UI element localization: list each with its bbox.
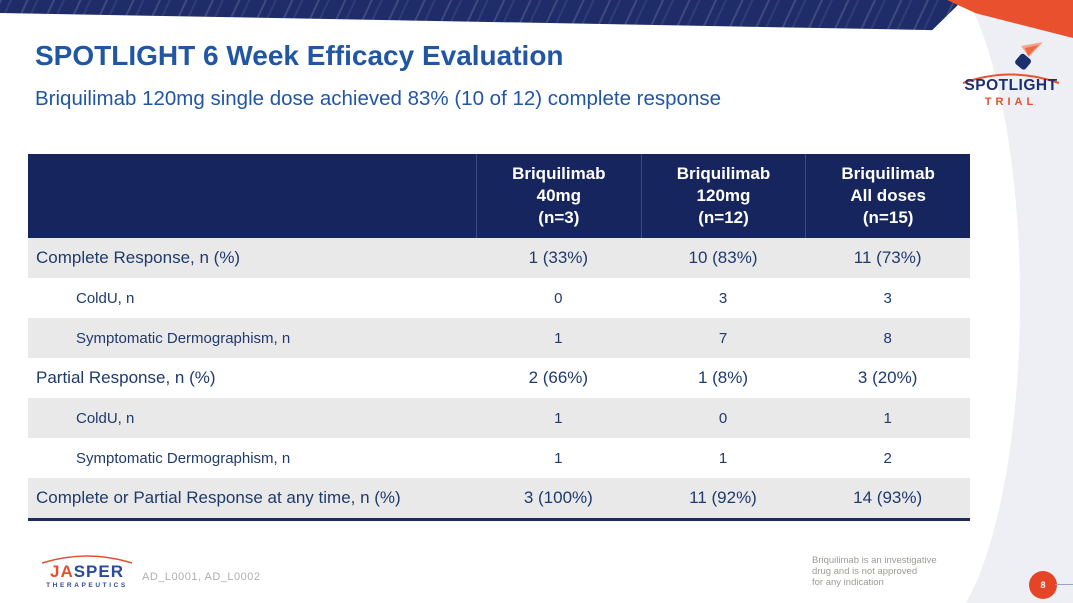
jasper-sub-label: THERAPEUTICS xyxy=(46,582,128,589)
jasper-wordmark: JASPER xyxy=(49,562,125,581)
row-value: 14 (93%) xyxy=(853,488,923,507)
table-row: Partial Response, n (%) 2 (66%) 1 (8%) 3 (2… xyxy=(28,358,970,398)
table-row: ColdU, n 0 3 3 xyxy=(28,278,970,318)
row-value: 0 xyxy=(718,409,728,427)
row-value: 1 (8%) xyxy=(697,368,749,387)
spotlight-trial-logo: SPOTLIGHT TRIAL xyxy=(957,42,1065,108)
row-label: Complete Response, n (%) xyxy=(36,248,241,267)
row-value: 3 xyxy=(718,289,728,307)
row-value: 0 xyxy=(554,289,563,307)
row-value: 1 xyxy=(554,409,563,427)
row-value: 7 xyxy=(718,329,728,347)
row-value: 1 xyxy=(883,409,892,427)
row-label: ColdU, n xyxy=(76,409,135,427)
jasper-arc xyxy=(41,555,133,564)
row-value: 3 xyxy=(883,289,892,307)
column-header: Briquilimab 120mg (n=12) xyxy=(640,154,806,238)
spotlight-beam-icon xyxy=(1015,42,1043,70)
spotlight-logo-sub: TRIAL xyxy=(984,96,1038,108)
spotlight-logo-name: SPOTLIGHT xyxy=(964,77,1058,94)
row-label: Partial Response, n (%) xyxy=(36,368,216,387)
row-label: ColdU, n xyxy=(76,289,135,307)
table-body: Complete Response, n (%) 1 (33%) 10 (83%) 1… xyxy=(28,238,970,518)
row-value: 1 xyxy=(554,329,563,347)
row-value: 8 xyxy=(883,329,892,347)
column-header: Briquilimab 40mg (n=3) xyxy=(476,154,641,238)
table-header-empty-cell xyxy=(28,154,476,238)
spotlight-arc xyxy=(962,73,1060,84)
row-value: 11 (92%) xyxy=(689,488,757,507)
disclaimer-text: Briquilimab is an investigative drug and… xyxy=(812,555,937,588)
column-header: Briquilimab All doses (n=15) xyxy=(805,154,970,238)
table-row: ColdU, n 1 0 1 xyxy=(28,398,970,438)
page-number-badge: 8 xyxy=(1029,571,1057,599)
row-value: 10 (83%) xyxy=(688,248,758,267)
table-row: Complete or Partial Response at any time… xyxy=(28,478,970,518)
row-label: Complete or Partial Response at any time… xyxy=(36,488,401,507)
top-banner xyxy=(0,0,963,31)
row-value: 2 xyxy=(883,449,892,467)
page-badge-line xyxy=(1055,584,1073,585)
row-value: 3 (100%) xyxy=(523,488,593,507)
row-value: 1 (33%) xyxy=(528,248,589,267)
table-row: Complete Response, n (%) 1 (33%) 10 (83%) 1… xyxy=(28,238,970,278)
efficacy-table: Briquilimab 40mg (n=3) Briquilimab 120mg (n=1… xyxy=(28,154,970,521)
row-value: 3 (20%) xyxy=(857,368,918,387)
page-title: SPOTLIGHT 6 Week Efficacy Evaluation xyxy=(35,40,564,71)
table-row: Symptomatic Dermographism, n 1 7 8 xyxy=(28,318,970,358)
table-header-row: Briquilimab 40mg (n=3) Briquilimab 120mg (n=1… xyxy=(28,154,970,238)
page-subtitle: Briquilimab 120mg single dose achieved 8… xyxy=(35,87,722,110)
row-value: 1 xyxy=(554,449,563,467)
jasper-therapeutics-logo: JASPER THERAPEUTICS xyxy=(37,554,137,589)
table-row: Symptomatic Dermographism, n 1 1 2 xyxy=(28,438,970,478)
reference-codes: AD_L0001, AD_L0002 xyxy=(142,571,261,583)
row-value: 2 (66%) xyxy=(528,368,589,387)
row-value: 1 xyxy=(718,449,728,467)
row-label: Symptomatic Dermographism, n xyxy=(76,449,291,467)
row-label: Symptomatic Dermographism, n xyxy=(76,329,291,347)
row-value: 11 (73%) xyxy=(853,248,922,267)
